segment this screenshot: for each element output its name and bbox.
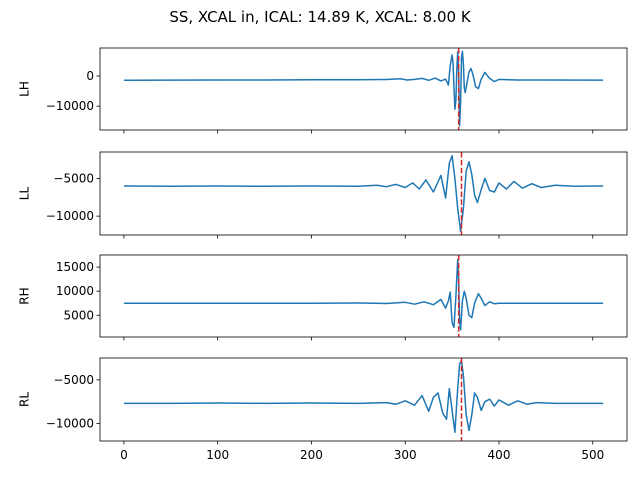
series-line-ll <box>123 155 604 232</box>
axes-frame-rh <box>99 254 628 338</box>
y-tick-label: −10000 <box>46 99 94 113</box>
y-axis-label-rh: RH <box>18 287 32 304</box>
x-tick-label: 500 <box>581 448 604 462</box>
y-tick-label: 0 <box>86 69 94 83</box>
axes-frame-rl <box>99 357 628 442</box>
series-line-lh <box>123 50 604 127</box>
figure-title: SS, XCAL in, ICAL: 14.89 K, XCAL: 8.00 K <box>169 8 471 26</box>
y-tick-label: 5000 <box>63 308 94 322</box>
x-tick-label: 200 <box>300 448 323 462</box>
y-tick-label: −10000 <box>46 417 94 431</box>
y-tick-label: 10000 <box>56 284 94 298</box>
y-axis-label-lh: LH <box>18 81 32 97</box>
y-tick-label: −5000 <box>53 373 94 387</box>
series-line-rh <box>123 259 604 331</box>
x-tick-label: 300 <box>394 448 417 462</box>
y-axis-label-ll: LL <box>18 187 32 201</box>
series-line-rl <box>123 359 604 434</box>
y-axis-label-rl: RL <box>18 392 32 407</box>
axes-frame-lh <box>99 47 628 131</box>
y-tick-label: −10000 <box>46 209 94 223</box>
x-tick-label: 0 <box>120 448 128 462</box>
x-tick-label: 100 <box>206 448 229 462</box>
y-tick-label: −5000 <box>53 171 94 185</box>
x-tick-label: 400 <box>488 448 511 462</box>
axes-frame-ll <box>99 151 628 236</box>
y-tick-label: 15000 <box>56 260 94 274</box>
